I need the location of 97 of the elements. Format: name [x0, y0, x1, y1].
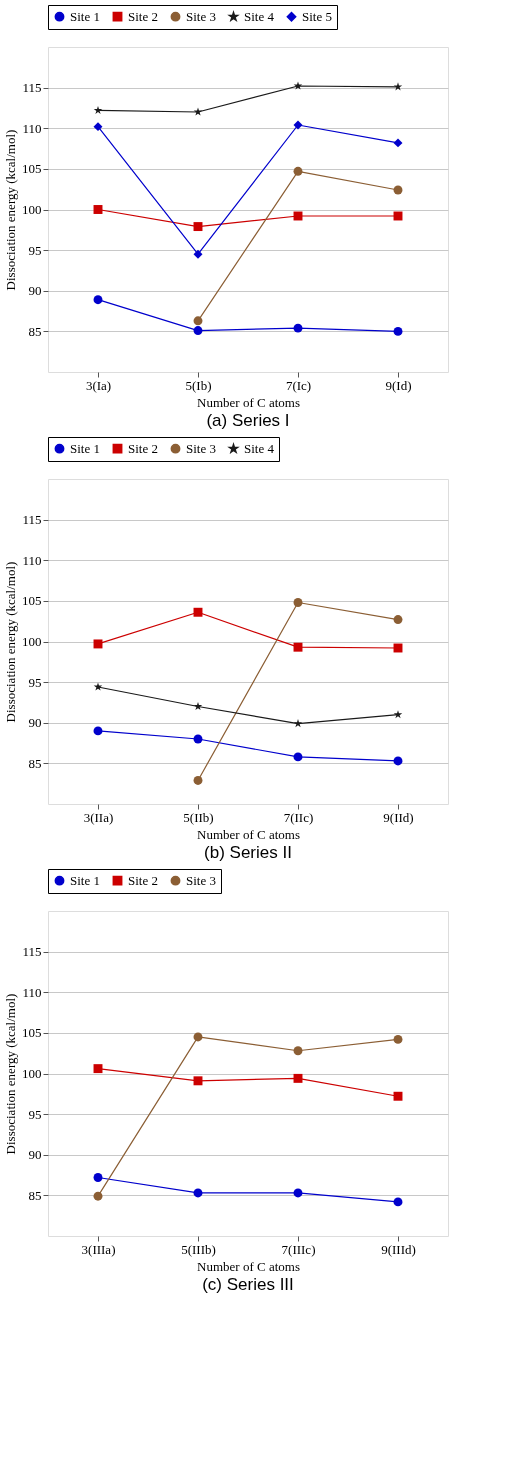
- x-tick-label: 7(IIIc): [281, 1241, 316, 1257]
- point: [93, 639, 103, 649]
- legend-label: Site 2: [128, 440, 158, 456]
- x-axis-title: Number of C atoms: [197, 394, 300, 410]
- x-tick-label: 9(Id): [385, 377, 412, 393]
- point: [93, 122, 103, 132]
- point: [193, 734, 203, 744]
- y-tick-label: 100: [22, 1066, 42, 1081]
- point: [93, 682, 103, 691]
- point: [93, 726, 103, 736]
- text: (b) Series II: [204, 843, 292, 862]
- legend-label: Site 3: [186, 8, 216, 24]
- x-tick-label: 3(IIa): [83, 809, 114, 825]
- x-tick-label: 7(IIc): [283, 809, 314, 825]
- y-tick-label: 115: [22, 512, 42, 528]
- x-axis-title: Number of C atoms: [197, 826, 300, 842]
- point: [193, 1032, 203, 1042]
- point: [293, 752, 303, 762]
- legend-label: Site 1: [70, 872, 100, 888]
- point: [293, 1188, 303, 1198]
- x-tick-label: 5(IIb): [183, 809, 214, 825]
- y-axis-title: Dissociation energy (kcal/mol): [3, 993, 18, 1155]
- point: [193, 1076, 203, 1086]
- point: [293, 1073, 303, 1083]
- y-tick-label: 85: [28, 755, 42, 771]
- y-tick-label: 100: [22, 634, 42, 649]
- point: [193, 326, 203, 336]
- legend-label: Site 4: [244, 440, 275, 456]
- x-tick-label: 9(IIId): [381, 1241, 416, 1257]
- point: [93, 295, 103, 305]
- point: [93, 1064, 103, 1074]
- point: [193, 1188, 203, 1198]
- y-tick-label: 105: [22, 593, 42, 609]
- y-tick-label: 105: [22, 1025, 42, 1041]
- point: [293, 598, 303, 607]
- point: [393, 185, 403, 195]
- point: [293, 166, 303, 176]
- x-axis-title: Number of C atoms: [197, 1258, 300, 1274]
- point: [93, 205, 103, 214]
- point: [93, 1173, 103, 1182]
- y-tick-label: 115: [22, 80, 42, 96]
- legend-label: Site 3: [186, 872, 216, 888]
- x-tick-label: 7(Ic): [285, 377, 312, 393]
- legend-label: Site 2: [128, 872, 158, 888]
- y-tick-label: 95: [28, 242, 42, 258]
- point: [393, 1034, 403, 1044]
- y-tick-label: 90: [28, 283, 42, 299]
- x-tick-label: 5(IIIb): [181, 1241, 216, 1257]
- y-tick-label: 115: [22, 944, 42, 960]
- x-tick-label: 9(IId): [383, 809, 414, 825]
- point: [93, 1191, 103, 1201]
- legend-label: Site 1: [70, 440, 100, 456]
- point: [393, 615, 403, 625]
- point: [193, 107, 203, 116]
- point: [393, 756, 403, 766]
- y-tick-label: 105: [22, 161, 42, 177]
- y-tick-label: 95: [28, 674, 42, 690]
- point: [293, 323, 303, 333]
- point: [293, 120, 303, 130]
- x-tick-label: 3(IIIa): [81, 1241, 116, 1257]
- y-axis-title: Dissociation energy (kcal/mol): [3, 561, 18, 723]
- point: [193, 249, 203, 259]
- x-tick-label: 5(Ib): [185, 377, 212, 393]
- y-tick-label: 110: [22, 552, 42, 568]
- point: [393, 138, 403, 148]
- point: [193, 702, 203, 711]
- y-tick-label: 95: [28, 1106, 42, 1122]
- point: [293, 81, 303, 90]
- point: [193, 316, 203, 326]
- point: [293, 642, 303, 652]
- legend-label: Site 3: [186, 440, 216, 456]
- point: [193, 607, 203, 617]
- legend-label: Site 4: [244, 8, 275, 24]
- y-tick-label: 110: [22, 120, 42, 136]
- legend-label: Site 5: [302, 8, 332, 24]
- legend-label: Site 1: [70, 8, 100, 24]
- y-tick-label: 85: [28, 1187, 42, 1203]
- y-tick-label: 100: [22, 202, 42, 217]
- y-tick-label: 90: [28, 715, 42, 731]
- legend-label: Site 2: [128, 8, 158, 24]
- point: [93, 105, 103, 114]
- text: (c) Series III: [202, 1275, 294, 1294]
- point: [293, 719, 303, 728]
- point: [393, 1197, 403, 1207]
- point: [293, 1046, 303, 1056]
- point: [193, 222, 203, 232]
- point: [393, 326, 403, 336]
- y-tick-label: 90: [28, 1147, 42, 1163]
- point: [393, 1091, 403, 1101]
- point: [193, 775, 203, 785]
- x-tick-label: 3(Ia): [85, 377, 112, 393]
- point: [393, 82, 403, 91]
- y-axis-title: Dissociation energy (kcal/mol): [3, 129, 18, 291]
- y-tick-label: 110: [22, 984, 42, 1000]
- text: (a) Series I: [206, 411, 290, 430]
- y-tick-label: 85: [28, 323, 42, 339]
- point: [393, 710, 403, 719]
